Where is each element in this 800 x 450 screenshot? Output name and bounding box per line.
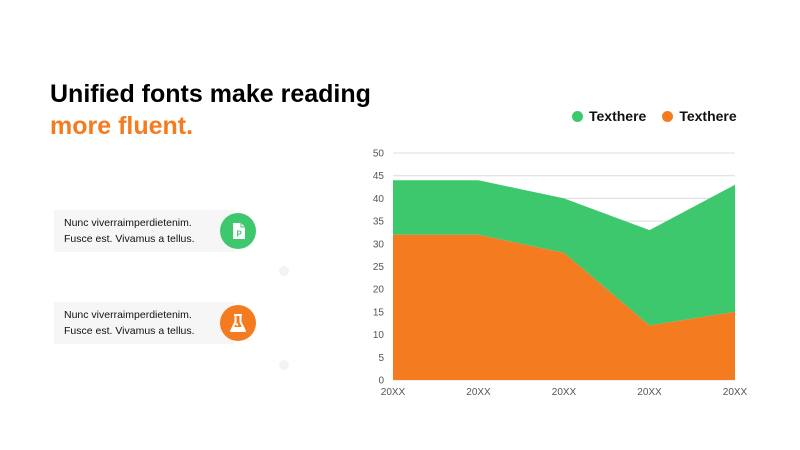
card-2-line-1: Nunc viverraimperdietenim. <box>64 309 192 321</box>
y-tick-label: 35 <box>373 217 385 228</box>
x-tick-label: 20XX <box>637 387 662 398</box>
chart-legend: Texthere Texthere <box>572 108 753 124</box>
x-tick-label: 20XX <box>723 387 748 398</box>
legend-item-green: Texthere <box>572 108 646 124</box>
page-title: Unified fonts make reading more fluent. <box>50 78 371 142</box>
y-tick-label: 15 <box>373 307 385 318</box>
y-tick-label: 10 <box>373 330 385 341</box>
area-series-orange <box>393 234 735 380</box>
card-2-line-2: Fusce est. Vivamus a tellus. <box>64 325 195 337</box>
info-card-2: Nunc viverraimperdietenim. Fusce est. Vi… <box>54 302 234 344</box>
info-card-1: Nunc viverraimperdietenim. Fusce est. Vi… <box>54 210 234 252</box>
x-tick-label: 20XX <box>466 387 491 398</box>
card-1-line-1: Nunc viverraimperdietenim. <box>64 217 192 229</box>
legend-swatch-orange <box>662 110 674 122</box>
y-tick-label: 30 <box>373 239 385 250</box>
card-1-line-2: Fusce est. Vivamus a tellus. <box>64 233 195 245</box>
legend-label-green: Texthere <box>589 108 647 124</box>
decorative-dot <box>279 360 289 370</box>
title-line-1: Unified fonts make reading <box>50 80 371 108</box>
area-series-green <box>393 180 735 326</box>
x-tick-label: 20XX <box>381 387 406 398</box>
y-tick-label: 20 <box>373 285 385 296</box>
y-tick-label: 45 <box>373 171 385 182</box>
x-tick-label: 20XX <box>552 387 577 398</box>
legend-item-orange: Texthere <box>662 108 737 124</box>
legend-label-orange: Texthere <box>679 108 737 124</box>
y-tick-label: 50 <box>373 149 385 160</box>
card-2-text: Nunc viverraimperdietenim. Fusce est. Vi… <box>64 307 195 339</box>
y-tick-label: 5 <box>378 353 384 364</box>
legend-swatch-green <box>572 110 583 122</box>
card-1-text: Nunc viverraimperdietenim. Fusce est. Vi… <box>64 215 195 247</box>
title-line-2: more fluent. <box>50 112 194 140</box>
document-p-icon: P <box>220 213 256 249</box>
y-tick-label: 25 <box>373 262 385 273</box>
stacked-area-chart: 0 5 10 15 20 25 30 35 40 45 50 20XX 20XX 20XX 20XX 20XX <box>373 149 748 399</box>
y-tick-label: 40 <box>373 194 385 205</box>
y-tick-label: 0 <box>378 376 384 387</box>
decorative-dot <box>279 266 289 276</box>
svg-text:P: P <box>237 230 243 239</box>
flask-icon <box>220 305 256 341</box>
